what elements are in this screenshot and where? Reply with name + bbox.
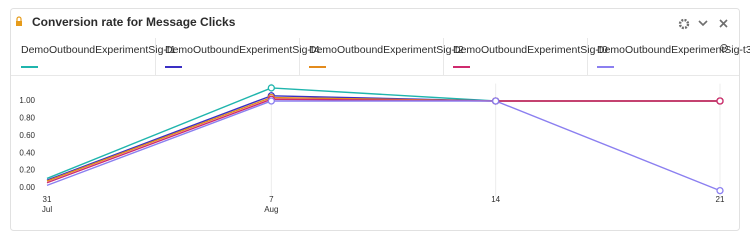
- point-marker: [492, 97, 500, 105]
- y-tick-label: 0.40: [19, 148, 35, 157]
- y-tick-label: 0.00: [19, 183, 35, 192]
- chart-title: Conversion rate for Message Clicks: [32, 15, 236, 29]
- legend-label[interactable]: DemoOutboundExperimentSig-t3: [597, 44, 750, 56]
- point-marker: [716, 186, 724, 195]
- x-tick-month: Aug: [264, 205, 278, 214]
- y-tick-label: 0.20: [19, 166, 35, 175]
- y-tick-label: 1.00: [19, 96, 35, 105]
- y-tick-label: 0.60: [19, 131, 35, 140]
- close-icon[interactable]: [719, 19, 728, 28]
- series-line: [46, 100, 721, 192]
- point-marker: [267, 97, 275, 105]
- x-tick-label: 7: [269, 195, 274, 204]
- x-tick-label: 14: [491, 195, 500, 204]
- page: Conversion rate for Message Clicks DemoO…: [10, 8, 750, 231]
- info-icon[interactable]: [720, 44, 728, 52]
- x-tick-label: 21: [716, 195, 725, 204]
- legend-label[interactable]: DemoOutboundExperimentSig-t2: [309, 44, 464, 56]
- point-marker: [267, 84, 275, 92]
- series-line: [46, 98, 720, 184]
- legend-label[interactable]: DemoOutboundExperimentSig-t4: [165, 44, 320, 56]
- legend-label[interactable]: DemoOutboundExperimentSig-t0: [453, 44, 608, 56]
- lock-shackle: [16, 16, 22, 21]
- y-tick-label: 0.80: [19, 114, 35, 123]
- collapse-icon[interactable]: [698, 20, 708, 27]
- settings-icon[interactable]: [678, 18, 690, 30]
- panel: [10, 8, 740, 231]
- x-tick-month: Jul: [42, 205, 52, 214]
- chart: Conversion rate for Message Clicks DemoO…: [10, 8, 750, 231]
- point-marker: [716, 97, 724, 105]
- lock-icon: [16, 21, 22, 26]
- x-tick-label: 31: [43, 195, 52, 204]
- legend-label[interactable]: DemoOutboundExperimentSig-t1: [21, 44, 176, 56]
